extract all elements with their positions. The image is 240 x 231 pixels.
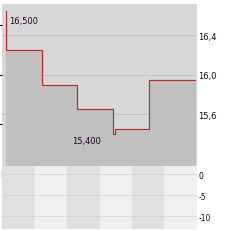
Bar [2, 166, 35, 229]
Text: 15,400: 15,400 [72, 137, 101, 145]
Text: 16,500: 16,500 [9, 17, 38, 26]
Bar [35, 166, 67, 229]
Bar [100, 166, 132, 229]
Bar [132, 166, 164, 229]
Bar [164, 166, 197, 229]
Bar [67, 166, 100, 229]
